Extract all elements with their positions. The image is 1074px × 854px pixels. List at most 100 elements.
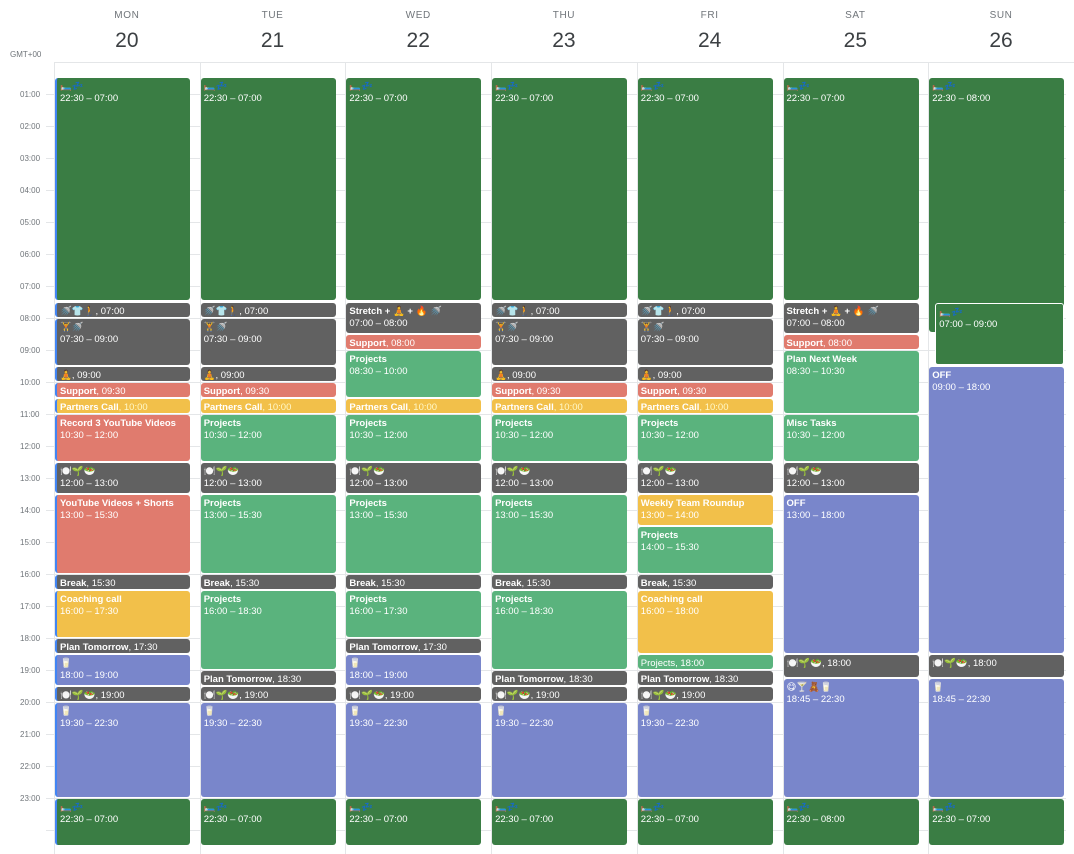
calendar-event[interactable]: Partners Call, 10:00 — [55, 399, 190, 413]
day-number[interactable]: 23 — [552, 29, 576, 52]
calendar-event[interactable]: Projects 14:00 – 15:30 — [637, 527, 773, 573]
calendar-event[interactable]: Stretch + 🧘 + 🔥 🚿 07:00 – 08:00 — [346, 303, 482, 333]
calendar-event[interactable]: Support, 09:30 — [492, 383, 628, 397]
calendar-event[interactable]: 🛏️💤 22:30 – 07:00 — [55, 78, 190, 300]
calendar-event[interactable]: Support, 09:30 — [637, 383, 773, 397]
calendar-event[interactable]: Projects 08:30 – 10:00 — [346, 351, 482, 397]
day-header-wed[interactable]: WED 22 — [345, 0, 491, 53]
calendar-event[interactable]: 🛏️💤 22:30 – 07:00 — [492, 799, 628, 845]
calendar-event[interactable]: 🏋️🚿 07:30 – 09:00 — [637, 319, 773, 365]
calendar-event[interactable]: Projects 16:00 – 18:30 — [492, 591, 628, 669]
calendar-event[interactable]: 🏋️🚿 07:30 – 09:00 — [55, 319, 190, 365]
calendar-event[interactable]: 🍽️🌱🥗 12:00 – 13:00 — [200, 463, 336, 493]
day-number[interactable]: 21 — [260, 29, 285, 52]
calendar-event[interactable]: 🛏️💤 22:30 – 07:00 — [783, 78, 919, 300]
calendar-event[interactable]: Plan Tomorrow, 17:30 — [55, 639, 190, 653]
calendar-event[interactable]: Misc Tasks 10:30 – 12:00 — [783, 415, 919, 461]
day-header-mon[interactable]: MON 20 — [54, 0, 200, 53]
calendar-event[interactable]: 🥛 19:30 – 22:30 — [200, 703, 336, 797]
calendar-event[interactable]: Projects 16:00 – 18:30 — [200, 591, 336, 669]
calendar-event[interactable]: 🏋️🚿 07:30 – 09:00 — [492, 319, 628, 365]
day-number[interactable]: 24 — [697, 29, 722, 52]
day-number[interactable]: 25 — [843, 29, 868, 52]
calendar-event[interactable]: Plan Tomorrow, 18:30 — [200, 671, 336, 685]
calendar-event[interactable]: Plan Tomorrow, 18:30 — [492, 671, 628, 685]
calendar-event[interactable]: Plan Tomorrow, 18:30 — [637, 671, 773, 685]
calendar-event[interactable]: 🍽️🌱🥗, 19:00 — [200, 687, 336, 701]
day-header-thu[interactable]: THU 23 — [491, 0, 637, 53]
calendar-event[interactable]: 😋🍸🧸🥛 18:45 – 22:30 — [783, 679, 919, 797]
day-number[interactable]: 26 — [989, 29, 1013, 52]
calendar-event[interactable]: 🏋️🚿 07:30 – 09:00 — [200, 319, 336, 365]
calendar-event[interactable]: 🍽️🌱🥗 12:00 – 13:00 — [637, 463, 773, 493]
calendar-event[interactable]: 🍽️🌱🥗 12:00 – 13:00 — [492, 463, 628, 493]
calendar-event[interactable]: 🍽️🌱🥗, 19:00 — [55, 687, 190, 701]
calendar-event[interactable]: 🥛 19:30 – 22:30 — [346, 703, 482, 797]
calendar-event[interactable]: 🧘, 09:00 — [637, 367, 773, 381]
calendar-event[interactable]: 🛏️💤 22:30 – 07:00 — [492, 78, 628, 300]
calendar-event[interactable]: 🛏️💤 07:00 – 09:00 — [935, 303, 1065, 365]
calendar-event[interactable]: OFF 09:00 – 18:00 — [929, 367, 1065, 653]
calendar-event[interactable]: Projects 16:00 – 17:30 — [346, 591, 482, 637]
calendar-event[interactable]: Coaching call 16:00 – 18:00 — [637, 591, 773, 653]
calendar-event[interactable]: Partners Call, 10:00 — [492, 399, 628, 413]
calendar-event[interactable]: 🛏️💤 22:30 – 07:00 — [200, 78, 336, 300]
calendar-event[interactable]: OFF 13:00 – 18:00 — [783, 495, 919, 653]
calendar-event[interactable]: 🧘, 09:00 — [200, 367, 336, 381]
calendar-event[interactable]: Weekly Team Roundup 13:00 – 14:00 — [637, 495, 773, 525]
calendar-event[interactable]: 🛏️💤 22:30 – 07:00 — [929, 799, 1065, 845]
calendar-event[interactable]: 🛏️💤 22:30 – 07:00 — [637, 78, 773, 300]
calendar-event[interactable]: 🍽️🌱🥗, 19:00 — [492, 687, 628, 701]
calendar-event[interactable]: 🍽️🌱🥗 12:00 – 13:00 — [346, 463, 482, 493]
calendar-event[interactable]: 🛏️💤 22:30 – 07:00 — [346, 799, 482, 845]
calendar-event[interactable]: 🚿👕🚶, 07:00 — [55, 303, 190, 317]
calendar-event[interactable]: Support, 08:00 — [783, 335, 919, 349]
calendar-event[interactable]: 🍽️🌱🥗, 19:00 — [346, 687, 482, 701]
calendar-event[interactable]: Record 3 YouTube Videos 10:30 – 12:00 — [55, 415, 190, 461]
calendar-event[interactable]: Partners Call, 10:00 — [200, 399, 336, 413]
calendar-event[interactable]: 🍽️🌱🥗, 19:00 — [637, 687, 773, 701]
calendar-event[interactable]: Break, 15:30 — [637, 575, 773, 589]
calendar-event[interactable]: Plan Tomorrow, 17:30 — [346, 639, 482, 653]
calendar-event[interactable]: Projects 10:30 – 12:00 — [346, 415, 482, 461]
calendar-event[interactable]: 🍽️🌱🥗, 18:00 — [783, 655, 919, 677]
calendar-event[interactable]: Break, 15:30 — [55, 575, 190, 589]
calendar-event[interactable]: 🍽️🌱🥗, 18:00 — [929, 655, 1065, 677]
calendar-event[interactable]: Projects 10:30 – 12:00 — [492, 415, 628, 461]
calendar-event[interactable]: 🛏️💤 22:30 – 08:00 — [783, 799, 919, 845]
calendar-event[interactable]: 🥛 19:30 – 22:30 — [55, 703, 190, 797]
calendar-event[interactable]: YouTube Videos + Shorts 13:00 – 15:30 — [55, 495, 190, 573]
calendar-event[interactable]: Support, 09:30 — [200, 383, 336, 397]
calendar-event[interactable]: 🥛 18:00 – 19:00 — [55, 655, 190, 685]
calendar-event[interactable]: 🧘, 09:00 — [492, 367, 628, 381]
calendar-event[interactable]: Projects 10:30 – 12:00 — [200, 415, 336, 461]
day-header-fri[interactable]: FRI 24 — [637, 0, 783, 53]
calendar-event[interactable]: 🥛 18:45 – 22:30 — [929, 679, 1065, 797]
calendar-event[interactable]: Break, 15:30 — [200, 575, 336, 589]
day-number[interactable]: 20 — [115, 29, 139, 52]
day-header-sun[interactable]: SUN 26 — [928, 0, 1074, 53]
calendar-event[interactable]: 🍽️🌱🥗 12:00 – 13:00 — [55, 463, 190, 493]
calendar-event[interactable]: Break, 15:30 — [492, 575, 628, 589]
day-number[interactable]: 22 — [406, 29, 430, 52]
calendar-event[interactable]: Projects 13:00 – 15:30 — [346, 495, 482, 573]
calendar-event[interactable]: Partners Call, 10:00 — [637, 399, 773, 413]
calendar-event[interactable]: Plan Next Week 08:30 – 10:30 — [783, 351, 919, 413]
calendar-event[interactable]: Coaching call 16:00 – 17:30 — [55, 591, 190, 637]
calendar-event[interactable]: Support, 09:30 — [55, 383, 190, 397]
calendar-event[interactable]: 🛏️💤 22:30 – 08:00 — [929, 78, 1065, 332]
calendar-event[interactable]: Break, 15:30 — [346, 575, 482, 589]
calendar-event[interactable]: 🛏️💤 22:30 – 07:00 — [346, 78, 482, 300]
calendar-event[interactable]: Projects, 18:00 — [637, 655, 773, 669]
calendar-event[interactable]: 🥛 19:30 – 22:30 — [637, 703, 773, 797]
calendar-event[interactable]: 🛏️💤 22:30 – 07:00 — [637, 799, 773, 845]
calendar-event[interactable]: Support, 08:00 — [346, 335, 482, 349]
calendar-event[interactable]: 🥛 19:30 – 22:30 — [492, 703, 628, 797]
day-header-tue[interactable]: TUE 21 — [200, 0, 346, 53]
calendar-event[interactable]: 🧘, 09:00 — [55, 367, 190, 381]
calendar-event[interactable]: 🚿👕🚶, 07:00 — [200, 303, 336, 317]
calendar-event[interactable]: Partners Call, 10:00 — [346, 399, 482, 413]
calendar-event[interactable]: Projects 13:00 – 15:30 — [200, 495, 336, 573]
calendar-event[interactable]: 🛏️💤 22:30 – 07:00 — [55, 799, 190, 845]
calendar-event[interactable]: 🥛 18:00 – 19:00 — [346, 655, 482, 685]
